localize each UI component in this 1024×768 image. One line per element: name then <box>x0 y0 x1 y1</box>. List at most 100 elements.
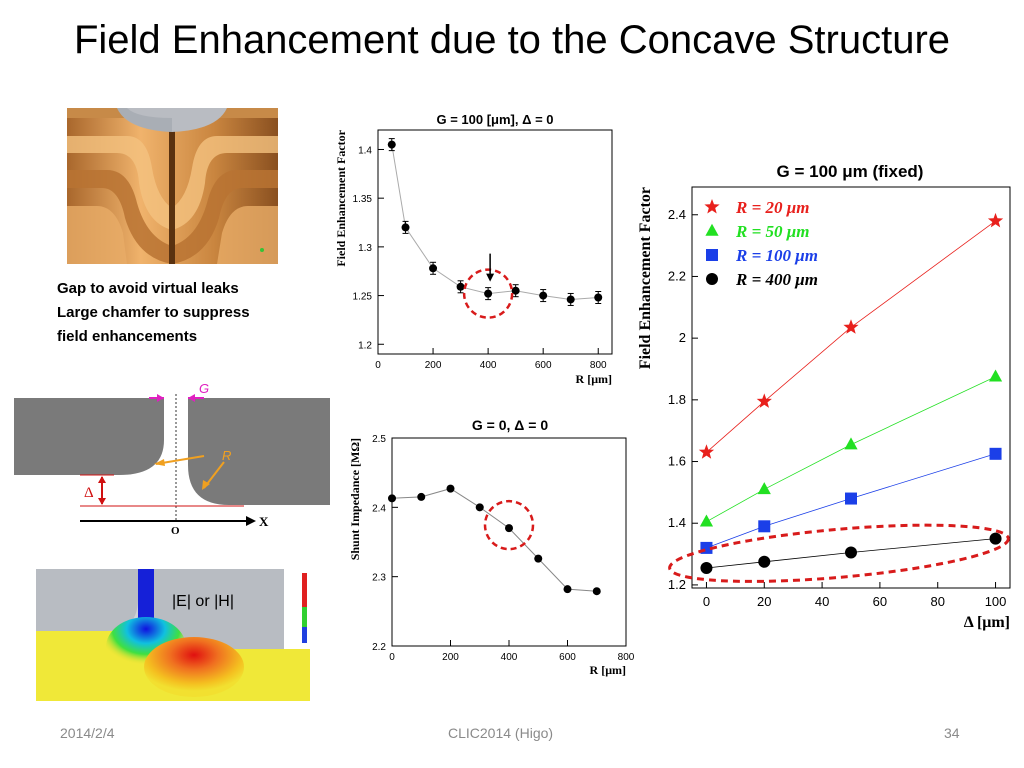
data-point <box>401 223 410 232</box>
x-tick-label: 800 <box>618 652 635 663</box>
data-point <box>758 555 771 568</box>
data-point <box>988 369 1003 382</box>
legend-label: R = 20 μm <box>735 198 809 217</box>
copper-structure-image <box>67 108 278 264</box>
highlight-ellipse <box>668 523 1010 583</box>
pointer-arrow-head <box>486 273 495 282</box>
caption-line: Large chamfer to suppress <box>57 304 250 321</box>
field-map-image: |E| or |H| <box>36 569 310 701</box>
x-tick-label: 600 <box>559 652 576 663</box>
data-point <box>756 393 772 408</box>
plot-frame <box>391 437 627 647</box>
x-axis-label: R [μm] <box>590 663 626 677</box>
data-point <box>511 286 520 295</box>
caption-line: Gap to avoid virtual leaks <box>57 280 239 297</box>
data-point <box>758 520 771 533</box>
x-tick-label: 60 <box>873 594 887 609</box>
x-tick-label: 600 <box>535 360 552 371</box>
data-point <box>989 532 1002 545</box>
data-point <box>845 546 857 559</box>
cross-section-diagram: G R Δ X O <box>14 381 330 537</box>
chart-fef-vs-r: G = 100 [μm], Δ = 0 0 200 400 600 800 1.2 1.25 1… <box>334 112 613 386</box>
data-point <box>475 503 484 512</box>
y-tick-label: 1.4 <box>668 515 686 530</box>
y-axis-label: Shunt Impedance [MΩ] <box>348 438 362 560</box>
x-tick-label: 400 <box>480 360 497 371</box>
x-tick-label: 0 <box>703 594 710 609</box>
data-point <box>987 212 1004 228</box>
y-tick-label: 1.3 <box>358 243 372 254</box>
legend-label: R = 400 μm <box>735 270 818 289</box>
footer-page-number: 34 <box>944 725 960 741</box>
left-iris-shape <box>14 398 164 475</box>
chart-shunt-impedance: G = 0, Δ = 0 0 200 400 600 800 2.2 2.3 2.4 2.5 R [… <box>348 417 635 677</box>
caption-text: Gap to avoid virtual leaks Large chamfer… <box>57 277 297 349</box>
data-point <box>699 514 714 527</box>
data-point <box>429 264 438 273</box>
x-tick-label: 800 <box>590 360 607 371</box>
x-tick-label: 400 <box>501 652 518 663</box>
data-point <box>705 223 719 236</box>
x-tick-label: 200 <box>425 360 442 371</box>
data-point <box>844 437 858 450</box>
y-axis-label: Field Enhancement Factor <box>334 129 348 266</box>
x-tick-label: 0 <box>389 652 395 663</box>
slide-title: Field Enhancement due to the Concave Str… <box>73 18 951 62</box>
data-point <box>505 524 513 533</box>
plot-frame <box>691 186 1011 589</box>
y-tick-label: 2.4 <box>668 207 686 222</box>
right-iris-shape <box>188 398 330 505</box>
legend-label: R = 100 μm <box>735 246 818 265</box>
data-point <box>706 273 718 285</box>
legend-label: R = 50 μm <box>735 222 809 241</box>
x-tick-label: 80 <box>930 594 944 609</box>
series-line <box>391 144 599 301</box>
data-point <box>566 295 575 304</box>
series-line <box>706 376 996 523</box>
chart-fef-vs-delta: G = 100 μm (fixed) 0 20 40 60 80 100 1.2 1.4 1.6 1… <box>637 162 1011 631</box>
y-tick-label: 2.2 <box>372 642 386 653</box>
gap-label: G <box>199 381 209 396</box>
data-point <box>700 561 713 574</box>
chart-title: G = 0, Δ = 0 <box>472 417 548 433</box>
data-point <box>484 289 493 298</box>
y-tick-label: 2.3 <box>372 573 386 584</box>
data-point <box>698 444 715 459</box>
y-tick-label: 2.4 <box>372 503 386 514</box>
plot-frame <box>377 129 613 355</box>
radius-label: R <box>222 448 231 463</box>
data-point <box>456 282 465 291</box>
caption-line: field enhancements <box>57 328 198 345</box>
y-tick-label: 1.35 <box>353 194 373 205</box>
field-map-label: |E| or |H| <box>172 593 234 610</box>
x-axis-label: R [μm] <box>576 372 612 386</box>
data-point <box>388 494 396 503</box>
data-point <box>446 484 455 493</box>
data-point <box>563 585 572 594</box>
delta-label: Δ <box>84 485 94 501</box>
series-line <box>391 488 597 592</box>
x-tick-label: 40 <box>815 594 829 609</box>
data-point <box>387 140 396 149</box>
data-point <box>539 291 548 300</box>
data-point <box>592 587 601 596</box>
x-axis-label: Δ [μm] <box>964 614 1010 631</box>
y-axis-label: Field Enhancement Factor <box>637 187 654 369</box>
y-tick-label: 1.8 <box>668 392 686 407</box>
y-tick-label: 2.2 <box>668 268 686 283</box>
data-point <box>757 482 771 495</box>
x-tick-label: 20 <box>757 594 771 609</box>
x-axis-label: X <box>259 514 269 529</box>
x-tick-label: 100 <box>985 594 1007 609</box>
chart-title: G = 100 [μm], Δ = 0 <box>436 112 553 127</box>
chart-title: G = 100 μm (fixed) <box>777 162 924 181</box>
y-tick-label: 1.2 <box>358 340 372 351</box>
y-tick-label: 2 <box>679 330 686 345</box>
y-tick-label: 1.25 <box>353 292 373 303</box>
y-tick-label: 1.4 <box>358 145 372 156</box>
series-line <box>706 453 996 549</box>
x-tick-label: 200 <box>442 652 459 663</box>
series-line <box>706 220 996 453</box>
data-point <box>534 554 543 563</box>
data-point <box>417 492 426 501</box>
